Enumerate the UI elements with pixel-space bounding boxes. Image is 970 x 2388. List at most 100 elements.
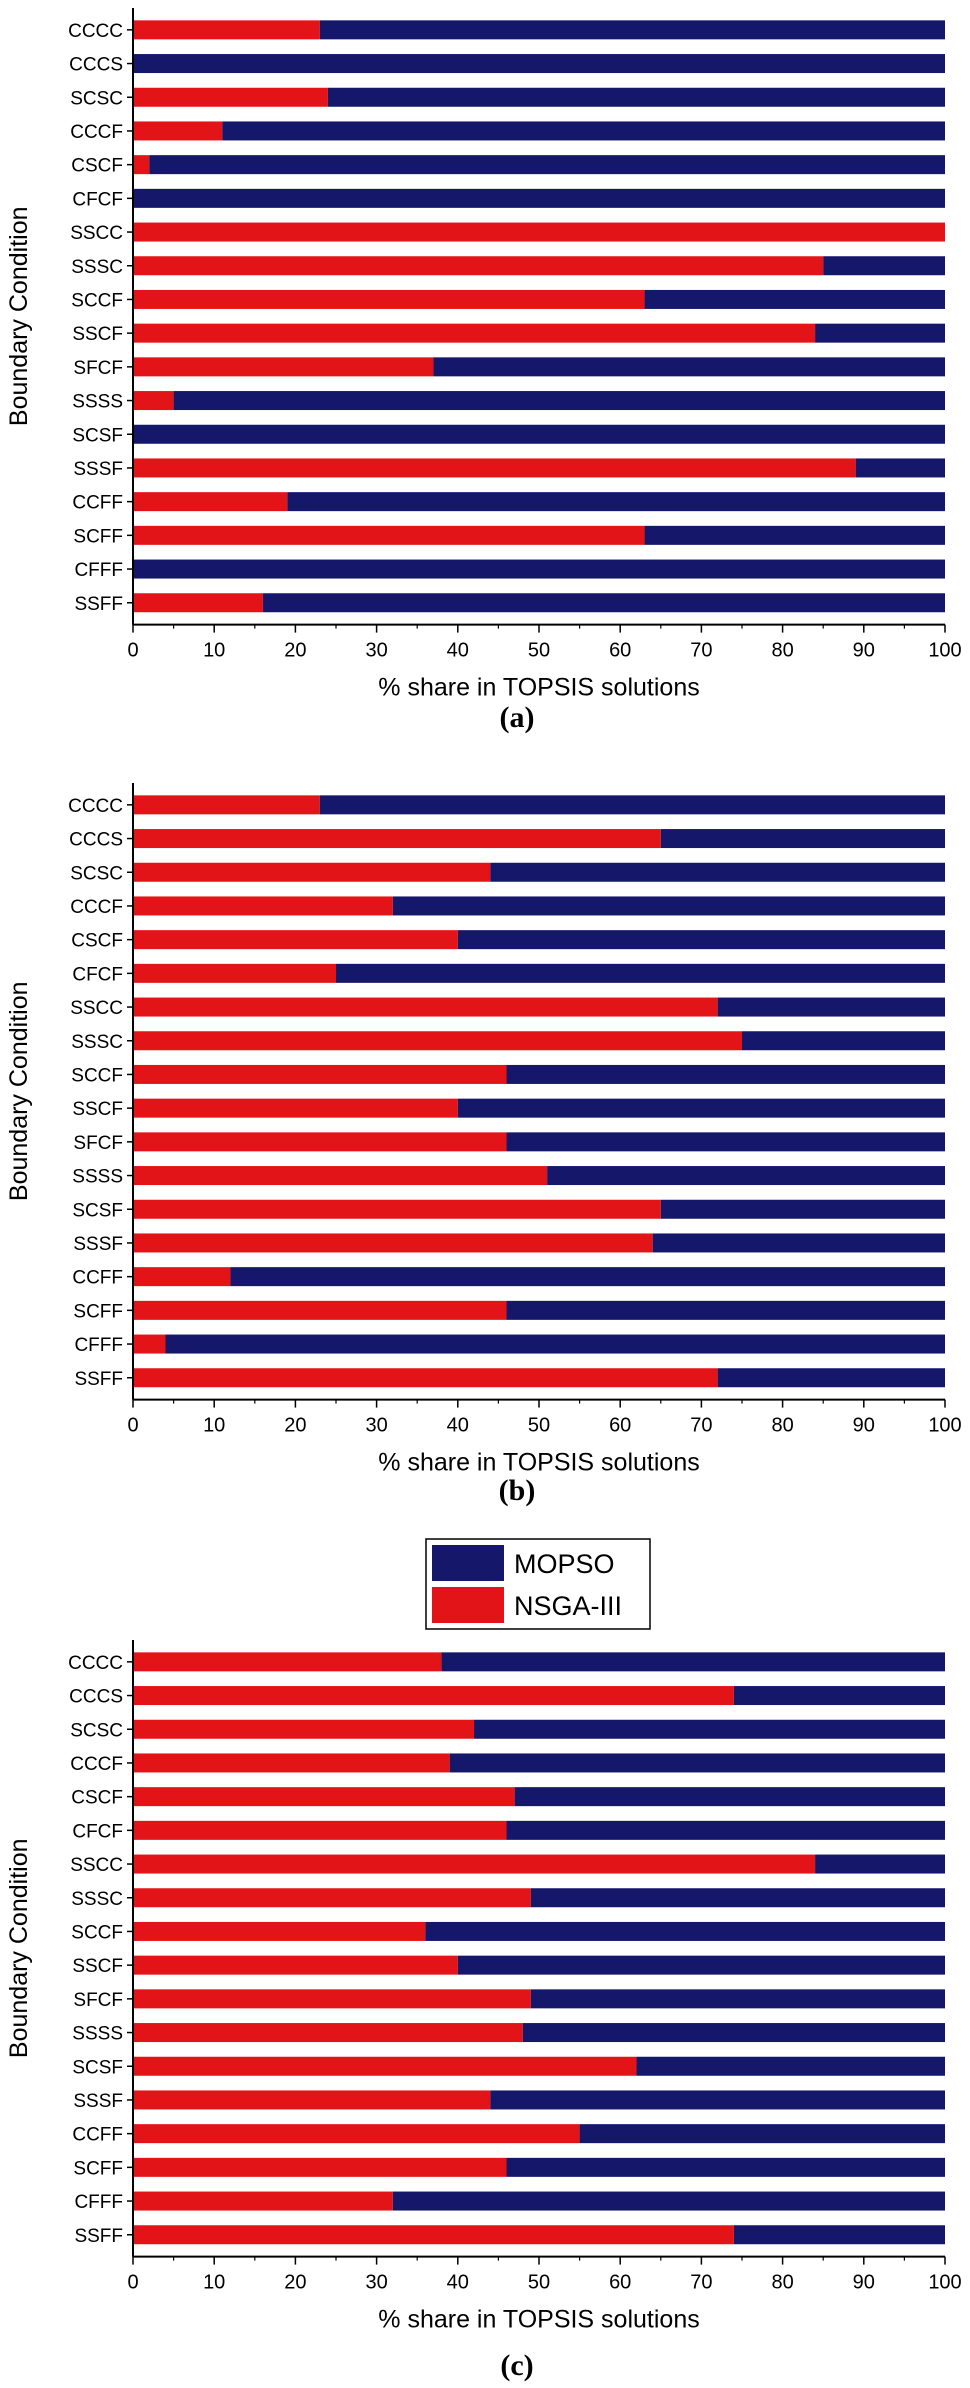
category-label: CCCS — [69, 830, 123, 851]
category-label: CCCF — [70, 1754, 123, 1775]
x-tick-label: 90 — [853, 2272, 875, 2294]
category-label: SFCF — [73, 1133, 123, 1154]
x-tick-label: 40 — [447, 640, 469, 662]
category-label: SCFF — [73, 2158, 123, 2179]
bar-mopso — [457, 930, 945, 950]
bar-nsga-iii — [133, 1719, 475, 1739]
bar-mopso — [733, 1686, 945, 1706]
bar-nsga-iii — [133, 2191, 393, 2211]
category-label: CSCF — [71, 156, 123, 177]
category-label: SCCF — [71, 1065, 123, 1086]
bar-nsga-iii — [133, 1064, 507, 1084]
x-tick-label: 50 — [528, 640, 550, 662]
category-label: SSSF — [73, 2091, 123, 2112]
bar-mopso — [449, 1753, 945, 1773]
category-label: SCSC — [70, 88, 123, 109]
bar-nsga-iii — [133, 1787, 515, 1807]
category-label: SSSF — [73, 1234, 123, 1255]
x-tick-label: 70 — [690, 1415, 712, 1437]
bar-mopso — [717, 997, 945, 1017]
bar-mopso — [660, 829, 945, 849]
category-label: SSCF — [72, 324, 123, 345]
bar-nsga-iii — [133, 1854, 816, 1874]
category-label: CCCC — [68, 796, 123, 817]
bar-mopso — [547, 1166, 945, 1186]
bar-mopso — [336, 963, 945, 983]
x-tick-label: 50 — [528, 1415, 550, 1437]
legend-label: MOPSO — [514, 1549, 615, 1579]
bar-nsga-iii — [133, 795, 320, 815]
category-label: SCCF — [71, 1922, 123, 1943]
x-axis-title: % share in TOPSIS solutions — [378, 674, 699, 702]
bar-nsga-iii — [133, 391, 174, 411]
bar-nsga-iii — [133, 896, 393, 916]
bar-nsga-iii — [133, 1368, 718, 1388]
x-tick-label: 10 — [203, 2272, 225, 2294]
bar-mopso — [506, 1300, 945, 1320]
category-label: SSSF — [73, 459, 123, 480]
category-label: CCFF — [72, 1268, 123, 1289]
bar-nsga-iii — [133, 525, 645, 545]
x-tick-label: 40 — [447, 2272, 469, 2294]
category-label: SSSS — [72, 1167, 123, 1188]
bar-nsga-iii — [133, 2124, 580, 2144]
bar-nsga-iii — [133, 323, 816, 343]
bar-nsga-iii — [133, 1753, 450, 1773]
bar-mopso — [230, 1267, 945, 1287]
bar-mopso — [490, 2090, 945, 2110]
bar-nsga-iii — [133, 1233, 653, 1253]
category-label: CCCF — [70, 897, 123, 918]
bar-nsga-iii — [133, 2023, 523, 2043]
x-tick-label: 0 — [127, 640, 138, 662]
legend-swatch — [432, 1587, 504, 1623]
x-tick-label: 100 — [928, 1415, 961, 1437]
x-tick-label: 30 — [365, 1415, 387, 1437]
bar-mopso — [855, 458, 945, 478]
x-tick-label: 60 — [609, 2272, 631, 2294]
category-label: SSSC — [71, 1889, 123, 1910]
bar-mopso — [425, 1921, 945, 1941]
bar-nsga-iii — [133, 1955, 458, 1975]
x-tick-label: 10 — [203, 640, 225, 662]
bar-mopso — [327, 87, 945, 107]
bar-nsga-iii — [133, 256, 824, 276]
category-label: SCSC — [70, 863, 123, 884]
bar-nsga-iii — [133, 1820, 507, 1840]
panel-label: (a) — [500, 701, 535, 734]
bar-mopso — [506, 2157, 945, 2177]
x-tick-label: 80 — [771, 1415, 793, 1437]
bar-mopso — [474, 1719, 945, 1739]
category-label: SSSS — [72, 392, 123, 413]
x-axis-title: % share in TOPSIS solutions — [378, 1449, 699, 1477]
bar-nsga-iii — [133, 2157, 507, 2177]
category-label: CCCS — [69, 1687, 123, 1708]
bar-mopso — [742, 1031, 945, 1051]
category-label: SSFF — [74, 1369, 123, 1390]
x-tick-label: 20 — [284, 2272, 306, 2294]
bar-mopso — [652, 1233, 945, 1253]
category-label: SSSC — [71, 1032, 123, 1053]
x-tick-label: 90 — [853, 640, 875, 662]
bar-mopso — [514, 1787, 945, 1807]
bar-mopso — [173, 391, 946, 411]
bar-nsga-iii — [133, 1921, 426, 1941]
x-tick-label: 100 — [928, 640, 961, 662]
bar-nsga-iii — [133, 121, 223, 141]
bar-mopso — [441, 1652, 945, 1672]
bar-mopso — [815, 323, 945, 343]
category-label: CFFF — [74, 560, 123, 581]
chart-panel-b: CCCC CCCS SCSC CCCF CSCF CFCF SSCC SSSC SCCF SSCF… — [5, 783, 962, 1507]
category-label: SSCF — [72, 1099, 123, 1120]
bar-nsga-iii — [133, 20, 320, 40]
bar-mopso — [133, 424, 945, 444]
bar-mopso — [433, 357, 945, 377]
category-label: CFCF — [72, 1821, 123, 1842]
category-label: SCSF — [72, 425, 123, 446]
x-tick-label: 100 — [928, 2272, 961, 2294]
category-label: SCCF — [71, 290, 123, 311]
bar-mopso — [522, 2023, 945, 2043]
bar-mopso — [733, 2225, 945, 2245]
bar-nsga-iii — [133, 829, 661, 849]
x-tick-label: 50 — [528, 2272, 550, 2294]
bar-mopso — [392, 896, 946, 916]
